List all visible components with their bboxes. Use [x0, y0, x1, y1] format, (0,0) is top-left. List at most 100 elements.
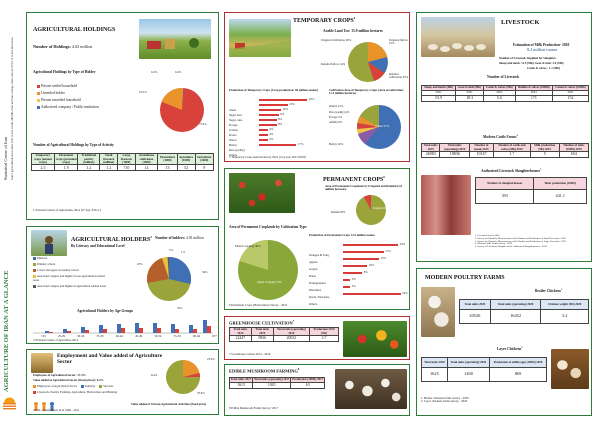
side-strip: AGRICULTURE OF IRAN AT A GLANCE Statisti… [0, 0, 20, 425]
table-row: 26983 18836 10147 1.7 5 654 [420, 151, 590, 159]
cult-label: Wheat 57% [375, 124, 390, 128]
table-header-row: Total units 2019 Total units (operating) … [420, 142, 590, 153]
perm-area-title: Area of Permanent Croplands by Irrigated… [325, 184, 402, 192]
cult-label: Forage 5% [329, 115, 343, 119]
land-label: Rainfed fallow 14% [321, 62, 346, 66]
cult-label: Rice (paddy) 4% [329, 110, 350, 114]
legend-item: Livestock, Poultry Farming, Agriculture,… [33, 390, 143, 395]
arable-label: Arable Land Use: 15.9 million hectares [323, 29, 383, 33]
legend-item: Illiterate [33, 256, 111, 261]
table-header-row: Total units 2020 Total units (operating) … [459, 298, 589, 311]
temp-source: 5 Temporary Crops national survey 2016 (… [229, 155, 306, 159]
bar [259, 118, 277, 121]
employment-title: Employment and Value added of Agricultur… [57, 353, 163, 365]
broiler-title: Broiler Chickens1 [535, 288, 563, 294]
age-axis-labels: <25 25-29 30-34 35-39 40-44 45-49 50-54 55-59… [41, 334, 217, 338]
activity-table: Temporary crops (annual crops) Permanent … [31, 152, 215, 172]
bar [343, 292, 401, 295]
bar [343, 264, 367, 267]
pie-label: 25% [137, 262, 143, 266]
pie-label: 75.9% [199, 122, 207, 126]
temp-prod-title: Production of Temporary Crops (Crop prod… [229, 88, 318, 92]
permanent-crops-panel: PERMANENT CROPS6 Area of Permanent Cropl… [224, 168, 410, 310]
bar [343, 285, 351, 288]
bar-row: Rice (paddy) 4% [229, 137, 274, 152]
holders-pie [147, 256, 192, 301]
perm-area-pie [356, 194, 386, 225]
bar [343, 257, 379, 260]
perm-cult-title: Area of Permanent Croplands by Cultivati… [229, 225, 307, 229]
pie-label: 1% [181, 250, 185, 254]
modern-title: Modern Cattle Farms4 [483, 134, 518, 140]
bar [259, 98, 308, 101]
employment-photo [31, 353, 53, 373]
greenhouse-panel: GREENHOUSE CULTIVATION7 Total units 2014… [224, 316, 410, 360]
legend-item: Private settled household [37, 84, 127, 88]
bar-row: Pomegranates 8% [309, 270, 368, 285]
legend-item: Authorized company / Public institution [37, 105, 127, 109]
permanent-title: PERMANENT CROPS6 [323, 175, 385, 183]
side-main-title: AGRICULTURE OF IRAN AT A GLANCE [3, 270, 10, 392]
bar-row: Barley 4% [229, 132, 274, 147]
bar-row: Peach, Nectarine 3% [309, 284, 356, 299]
age-title: Agricultural Holders by Age Groups [77, 309, 134, 313]
broiler-table: Total units 2020 Total units (operating) … [459, 298, 589, 325]
bar-row: Apples 17% [309, 249, 391, 264]
logo [3, 397, 16, 410]
holdings-number-value: 4.02 million [71, 44, 93, 49]
cattle-detail: Cattle & calves : 1.1 (Mh) [527, 66, 560, 70]
employment-bottom-note: Value added of Various Agricultural Acti… [131, 402, 207, 406]
perm-area-label: Rainfed 8% [331, 210, 346, 214]
temporary-title: TEMPORARY CROPS5 [293, 16, 356, 24]
pie-label: 23.5% [139, 90, 147, 94]
bar [259, 133, 268, 136]
milk-label: Estimation of Milk Production- 2020 [513, 43, 570, 47]
bar [259, 123, 277, 126]
livestock-photo [421, 17, 495, 57]
holders-legend: Illiterate Primary school Lower and uppe… [33, 256, 111, 289]
holders-photo [31, 230, 67, 256]
emp-label: Employees of Agricultural Sector: 17.4% [33, 373, 86, 377]
holdings-number: Number of Holdings: 4.02 million [33, 44, 93, 50]
permanent-photo [229, 173, 295, 213]
pie-label: 70.6% [197, 391, 205, 395]
greenhouse-table: Total units 2014 Total units 2019 Total un… [229, 326, 339, 342]
temporary-crops-panel: TEMPORARY CROPS5 Arable Land Use: 15.9 m… [224, 12, 410, 162]
pie-label: 34% [202, 270, 208, 274]
holder-type-title: Agricultural Holdings by Type of Holder [33, 70, 96, 74]
slaughter-detail: Sheep and lamb: 11.5 (Mh), Goat & kids: … [499, 61, 564, 65]
activity-title: Number of Agricultural Holdings by Type … [33, 143, 114, 147]
bar-row: Tomato 8% [229, 117, 283, 132]
bar-row: Grapes 15% [309, 256, 386, 271]
perm-cult-label: single cropping 70% [257, 280, 282, 284]
table-header-row: Total units 2020 Total units (operating) … [421, 356, 547, 369]
bar-row: Others 17% [229, 142, 304, 157]
employment-source: 3 ISIC classification: ILO 1999 - 2011 [33, 408, 80, 412]
bar [343, 243, 399, 246]
greenhouse-source: 7 Greenhouse Census 2014 - 2019 [229, 352, 271, 356]
perm-prod-title: Production of Permanent Crops 12.9 milli… [309, 233, 375, 237]
legend-item: Primary school [33, 263, 111, 267]
bar-row: Forage 9% [229, 112, 285, 127]
legend-item: Unsettled holder [37, 91, 127, 95]
bar-row: Pistachios 3% [309, 277, 356, 292]
bar [343, 278, 351, 281]
livestock-number-table: Sheep and lambs (Mh) Goat & kids (Mh) Catt… [420, 85, 589, 102]
cult-label: Alfalfa 6% [329, 120, 343, 124]
table-header-row: Number of slaughterhouses Meat production… [474, 176, 587, 191]
temp-prod-chart: wheat 22% Sugar beet 13% Sugar cane 10% For… [229, 97, 325, 157]
table-row: 22447 9836 20032 3.7 [229, 335, 339, 342]
table-header-row: Sheep and lambs (Mh) Goat & kids (Mh) Catt… [420, 85, 589, 91]
bar-row: Potato 8% [229, 122, 283, 137]
holders-panel: AGRICULTURAL HOLDERS2 By Literacy and Ed… [26, 226, 219, 344]
legend-item: Private unsettled household [37, 98, 127, 102]
number-title: Number of Livestock [487, 75, 520, 79]
bar [259, 108, 281, 111]
pie-label: 0.4% [175, 70, 182, 74]
perm-cult-label: Mixed cropping 30% [235, 244, 261, 248]
table-row: 2.5 1.9 1.2 1.2 710 14 13 52 9 [31, 164, 215, 172]
mushroom-table: Total units 2017 Total units (operating) … [229, 377, 325, 389]
land-use-pie [348, 42, 388, 82]
bar-row: Dates 10% [309, 263, 374, 278]
holder-type-pie [160, 87, 204, 132]
